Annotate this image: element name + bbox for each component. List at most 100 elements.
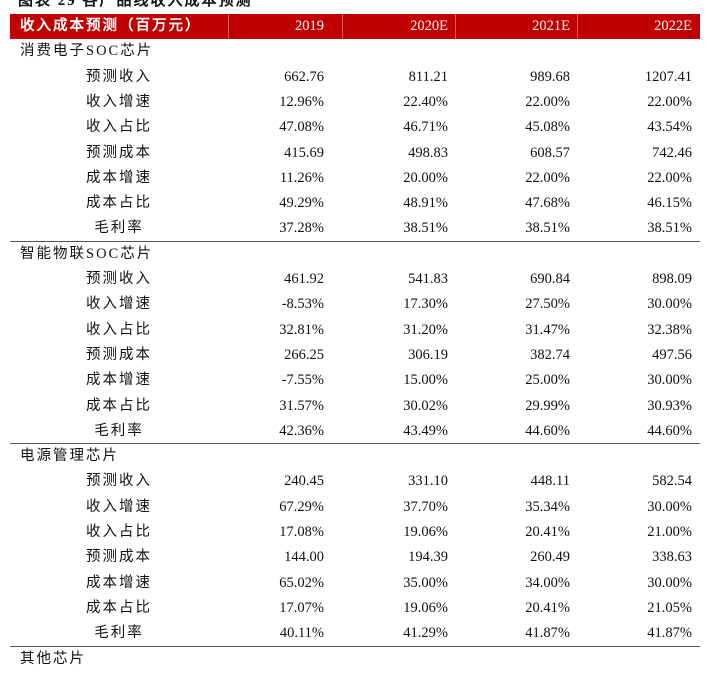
- row-label: 毛利率: [94, 220, 144, 237]
- section-title: 其他芯片: [20, 650, 86, 667]
- header-separator: [228, 13, 229, 39]
- cell-value: 38.51%: [647, 220, 692, 237]
- cell-value: 15.00%: [403, 372, 448, 389]
- row-label: 收入占比: [86, 321, 152, 338]
- column-header: 2020E: [410, 18, 448, 34]
- cell-value: 338.63: [652, 549, 692, 566]
- cell-value: 22.00%: [525, 93, 570, 110]
- cell-value: 47.08%: [279, 119, 324, 136]
- cell-value: 17.08%: [279, 524, 324, 540]
- cell-value: 38.51%: [525, 220, 570, 237]
- row-label: 收入增速: [86, 498, 152, 515]
- cell-value: 30.00%: [647, 372, 692, 389]
- cell-value: 17.07%: [279, 599, 324, 616]
- cell-value: 1207.41: [644, 68, 692, 85]
- cell-value: 31.47%: [525, 321, 570, 338]
- cell-value: 22.40%: [403, 93, 448, 110]
- cell-value: 41.87%: [525, 625, 570, 642]
- cell-value: 22.00%: [647, 93, 692, 110]
- row-label: 预测成本: [86, 549, 152, 566]
- cell-value: 497.56: [652, 346, 692, 363]
- cell-value: 461.92: [284, 271, 324, 287]
- cell-value: 240.45: [284, 473, 324, 490]
- cell-value: 44.60%: [647, 422, 692, 439]
- cell-value: 32.81%: [279, 321, 324, 338]
- cell-value: 690.84: [530, 271, 570, 287]
- column-header: 收入成本预测（百万元）: [20, 18, 202, 34]
- cell-value: 12.96%: [279, 93, 324, 110]
- cell-value: -8.53%: [281, 296, 324, 313]
- row-label: 收入占比: [86, 524, 152, 540]
- cell-value: 40.11%: [279, 625, 324, 642]
- cell-value: 30.00%: [647, 498, 692, 515]
- cell-value: 989.68: [530, 68, 570, 85]
- row-label: 毛利率: [94, 422, 144, 439]
- cell-value: 21.05%: [647, 599, 692, 616]
- cell-value: 608.57: [530, 144, 570, 161]
- cell-value: 11.26%: [279, 169, 324, 186]
- cell-value: 22.00%: [525, 169, 570, 186]
- row-label: 预测收入: [86, 473, 152, 490]
- cell-value: 34.00%: [525, 574, 570, 591]
- row-label: 预测收入: [86, 271, 152, 287]
- cell-value: 811.21: [408, 68, 448, 85]
- cell-value: 582.54: [652, 473, 692, 490]
- cell-value: 22.00%: [647, 169, 692, 186]
- cell-value: 29.99%: [525, 397, 570, 414]
- row-label: 预测收入: [86, 68, 152, 85]
- cell-value: 30.02%: [403, 397, 448, 414]
- cell-value: 35.34%: [525, 498, 570, 515]
- cell-value: 144.00: [284, 549, 324, 566]
- cell-value: 37.28%: [279, 220, 324, 237]
- cell-value: 48.91%: [403, 195, 448, 212]
- cell-value: 43.49%: [403, 422, 448, 439]
- row-label: 收入占比: [86, 119, 152, 136]
- cell-value: 19.06%: [403, 599, 448, 616]
- cell-value: 306.19: [408, 346, 448, 363]
- cell-value: 498.83: [408, 144, 448, 161]
- cell-value: 41.87%: [647, 625, 692, 642]
- cell-value: 45.08%: [525, 119, 570, 136]
- row-label: 毛利率: [94, 625, 144, 642]
- cell-value: 27.50%: [525, 296, 570, 313]
- section-title: 消费电子SOC芯片: [20, 43, 154, 60]
- cell-value: 21.00%: [647, 524, 692, 540]
- cell-value: 20.41%: [525, 599, 570, 616]
- section-divider: [10, 443, 700, 445]
- table-header: [10, 13, 700, 39]
- column-header: 2019: [295, 18, 324, 34]
- cell-value: 17.30%: [403, 296, 448, 313]
- cell-value: 25.00%: [525, 372, 570, 389]
- row-label: 成本占比: [86, 195, 152, 212]
- cell-value: 541.83: [408, 271, 448, 287]
- column-header: 2022E: [654, 18, 692, 34]
- section-title: 电源管理芯片: [20, 448, 119, 465]
- cell-value: 331.10: [408, 473, 448, 490]
- cell-value: 47.68%: [525, 195, 570, 212]
- cell-value: 46.15%: [647, 195, 692, 212]
- cell-value: 67.29%: [279, 498, 324, 515]
- cell-value: 19.06%: [403, 524, 448, 540]
- cell-value: 31.20%: [403, 321, 448, 338]
- cell-value: 37.70%: [403, 498, 448, 515]
- cell-value: 30.00%: [647, 296, 692, 313]
- cell-value: 194.39: [408, 549, 448, 566]
- cell-value: 46.71%: [403, 119, 448, 136]
- figure-title: 图表 29 各产品线收入成本预测: [18, 0, 253, 9]
- cell-value: 42.36%: [279, 422, 324, 439]
- cell-value: 448.11: [530, 473, 570, 490]
- cell-value: 898.09: [652, 271, 692, 287]
- row-label: 成本增速: [86, 169, 152, 186]
- cell-value: 38.51%: [403, 220, 448, 237]
- header-separator: [342, 13, 343, 39]
- cell-value: 662.76: [284, 68, 324, 85]
- row-label: 预测成本: [86, 144, 152, 161]
- row-label: 收入增速: [86, 93, 152, 110]
- column-header: 2021E: [532, 18, 570, 34]
- row-label: 成本增速: [86, 574, 152, 591]
- cell-value: 30.93%: [647, 397, 692, 414]
- cell-value: 20.00%: [403, 169, 448, 186]
- row-label: 成本占比: [86, 599, 152, 616]
- cell-value: 65.02%: [279, 574, 324, 591]
